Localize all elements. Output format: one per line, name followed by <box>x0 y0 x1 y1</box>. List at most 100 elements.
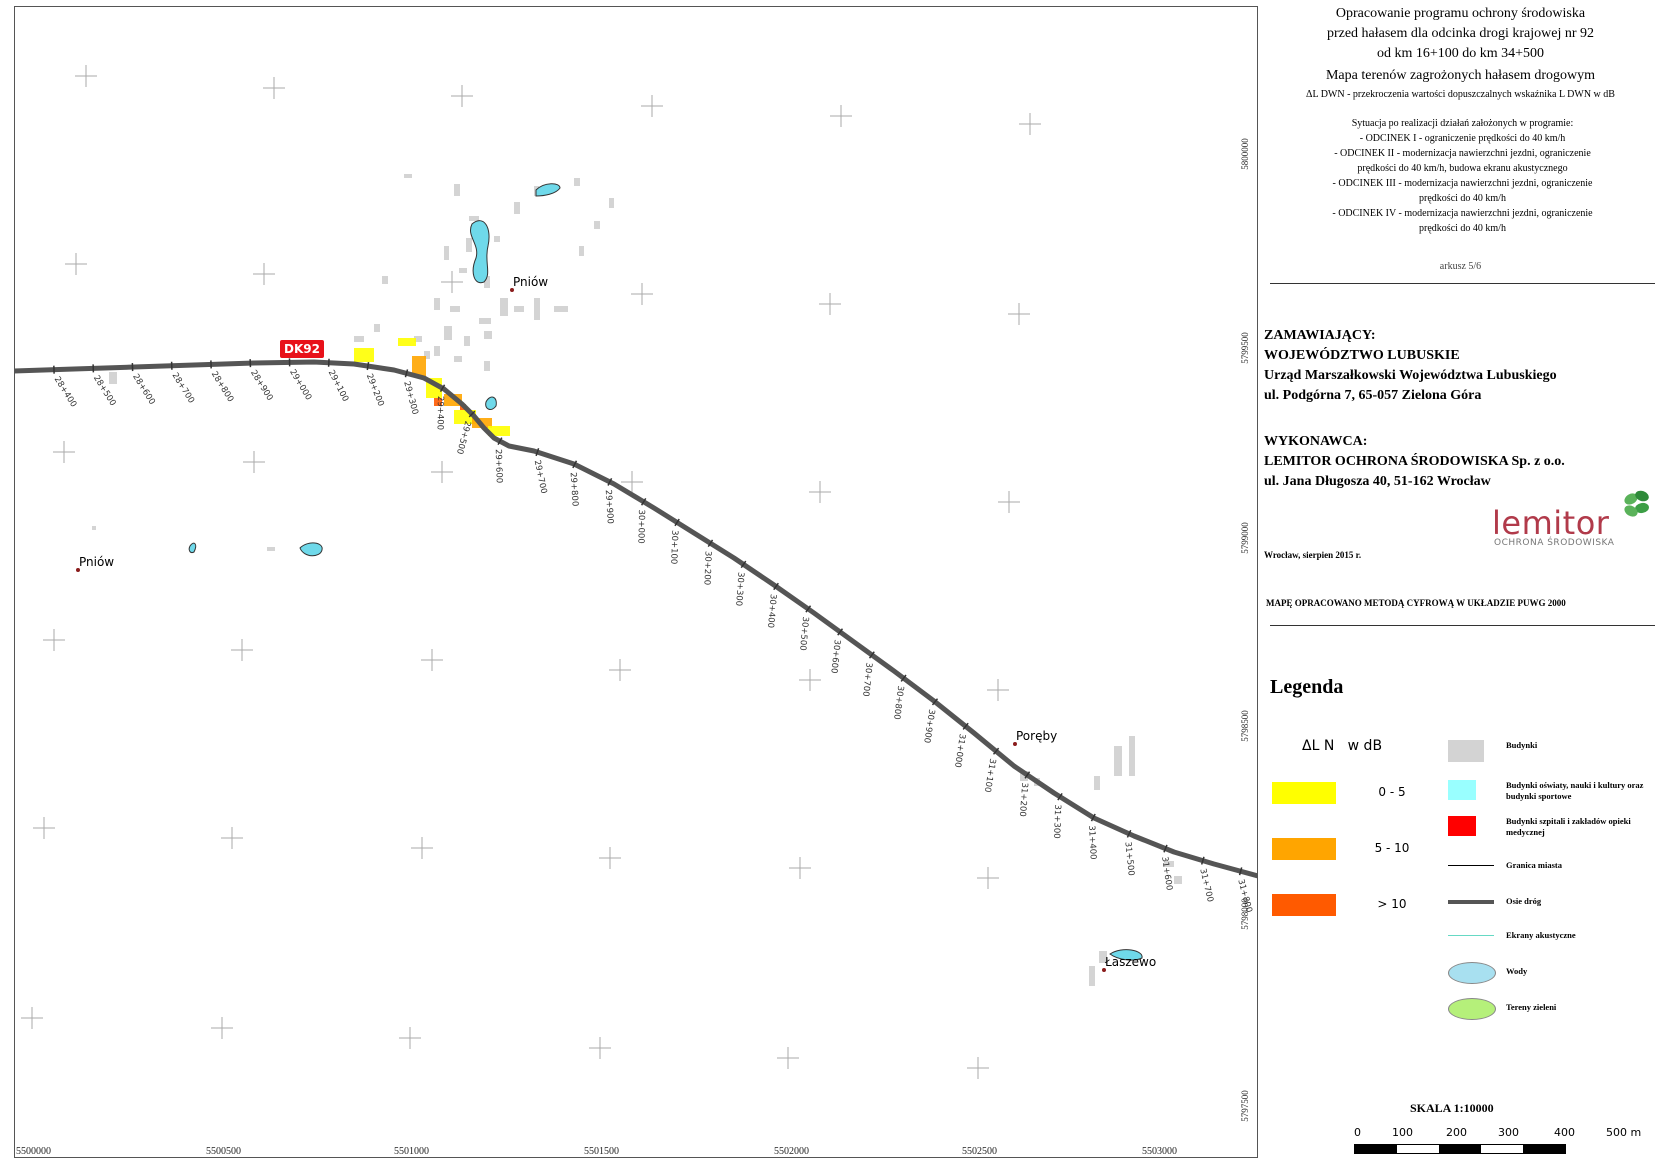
noise-zone <box>354 348 374 362</box>
legend-class-label: 5 - 10 <box>1374 841 1410 855</box>
logo-subtitle: OCHRONA ŚRODOWISKA <box>1494 538 1615 548</box>
water-body <box>1109 949 1143 961</box>
legend-class-swatch <box>1272 894 1336 916</box>
chainage-tick <box>931 698 939 706</box>
grid-cross <box>451 85 473 107</box>
water-body <box>535 183 561 197</box>
grid-cross <box>789 857 811 879</box>
chainage-tick <box>1238 867 1243 876</box>
building <box>466 238 472 252</box>
legend-item-label: Ekrany akustyczne <box>1506 930 1576 940</box>
logo-name: lemitor <box>1492 504 1610 542</box>
building <box>464 336 470 346</box>
legend-class-label: > 10 <box>1377 897 1407 911</box>
legend-item-label: Osie dróg <box>1506 896 1542 906</box>
grid-cross <box>65 253 87 275</box>
grid-cross <box>830 105 852 127</box>
grid-cross <box>431 461 453 483</box>
y-axis-label: 5797500 <box>1240 1090 1250 1122</box>
building <box>1114 746 1122 776</box>
grid-cross <box>33 817 55 839</box>
grid-cross <box>399 1027 421 1049</box>
chainage-label: 30+500 <box>797 616 810 651</box>
building-icon <box>1448 740 1484 762</box>
x-axis-labels: 5500000 5500500 5501000 5501500 5502000 55025… <box>16 1146 1177 1157</box>
map-border <box>14 6 1258 1158</box>
building <box>1164 861 1174 867</box>
building <box>609 198 614 208</box>
scale-tick-label: 400 <box>1554 1126 1575 1139</box>
chainage-label: 31+300 <box>1051 804 1062 839</box>
building <box>434 346 440 356</box>
leaf-icon <box>1624 490 1649 517</box>
situation-line: prędkości do 40 km/h, budowa ekranu akus… <box>1357 163 1568 174</box>
grid-cross <box>599 847 621 869</box>
place-dot <box>510 288 514 292</box>
map-canvas[interactable]: 28+400 28+500 28+600 28+700 28+800 28+900 29+0… <box>14 6 1258 1158</box>
chainage-tick <box>1057 792 1063 801</box>
building <box>444 326 452 340</box>
client-line-3: ul. Podgórna 7, 65-057 Zielona Góra <box>1264 388 1482 403</box>
contractor-line-1: LEMITOR OCHRONA ŚRODOWISKA Sp. z o.o. <box>1264 454 1565 469</box>
hospital-building-icon <box>1448 816 1476 836</box>
place-labels: Pniów Pniów Poręby Łaszewo <box>76 275 1156 972</box>
chainage-label: 29+400 <box>435 396 445 430</box>
chainage-tick <box>773 582 779 591</box>
grid-cross <box>621 471 643 493</box>
building <box>1020 771 1028 781</box>
situation-line: - ODCINEK III - modernizacja nawierzchni… <box>1332 178 1593 189</box>
waters-layer <box>188 183 1143 961</box>
grid-cross <box>809 481 831 503</box>
building <box>579 246 584 256</box>
building <box>479 318 491 324</box>
building <box>484 331 492 339</box>
legend-dl-header: ΔL N w dB <box>1302 738 1383 754</box>
grid-cross <box>1008 303 1030 325</box>
grid-cross <box>43 629 65 651</box>
noise-barrier-icon <box>1448 935 1494 936</box>
chainage-tick <box>868 651 875 659</box>
building <box>354 336 364 342</box>
building <box>109 372 117 384</box>
contractor-label: WYKONAWCA: <box>1264 434 1368 449</box>
building <box>594 221 600 229</box>
grid-cross <box>631 283 653 305</box>
noise-zone <box>398 338 416 346</box>
title-line-2: przed hałasem dla odcinka drogi krajowej… <box>1326 26 1595 41</box>
chainage-label: 30+100 <box>668 530 679 565</box>
place-label: Poręby <box>1016 729 1057 743</box>
road-label-dk92: DK92 <box>280 340 324 358</box>
grid-cross <box>987 679 1009 701</box>
scale-tick-label: 200 <box>1446 1126 1467 1139</box>
chainage-label: 31+500 <box>1122 841 1135 876</box>
situation-line: prędkości do 40 km/h <box>1419 223 1506 234</box>
grid-cross <box>819 293 841 315</box>
y-axis-label: 5799000 <box>1240 522 1250 554</box>
scale-bar <box>1354 1144 1566 1154</box>
x-axis-label: 5502000 <box>774 1146 809 1157</box>
road-axis-icon <box>1448 900 1494 904</box>
chainage-label: 30+600 <box>828 639 841 674</box>
x-axis-label: 5502500 <box>962 1146 997 1157</box>
building <box>450 306 460 312</box>
map-frame[interactable]: 28+400 28+500 28+600 28+700 28+800 28+900 29+0… <box>14 6 1258 1158</box>
chainage-tick <box>1200 856 1205 865</box>
chainage-tick <box>439 384 446 393</box>
grid-cross <box>21 1007 43 1029</box>
title-line-5: ΔL DWN - przekroczenia wartości dopuszcz… <box>1306 89 1615 100</box>
chainage-tick <box>805 605 812 613</box>
situation-line: prędkości do 40 km/h <box>1419 193 1506 204</box>
y-axis-label: 5800000 <box>1240 138 1250 170</box>
title-line-1: Opracowanie programu ochrony środowiska <box>1335 6 1586 21</box>
building <box>469 216 479 221</box>
scale-tick-label: 100 <box>1392 1126 1413 1139</box>
road-axis-dk92[interactable] <box>14 359 1258 879</box>
grid-cross <box>641 95 663 117</box>
chainage-label: 29+800 <box>568 472 580 507</box>
grid-crosses <box>21 65 1041 1079</box>
x-axis-label: 5500000 <box>16 1146 51 1157</box>
grid-cross <box>589 1037 611 1059</box>
grid-cross <box>421 649 443 671</box>
building <box>1174 876 1182 884</box>
grid-cross <box>75 65 97 87</box>
